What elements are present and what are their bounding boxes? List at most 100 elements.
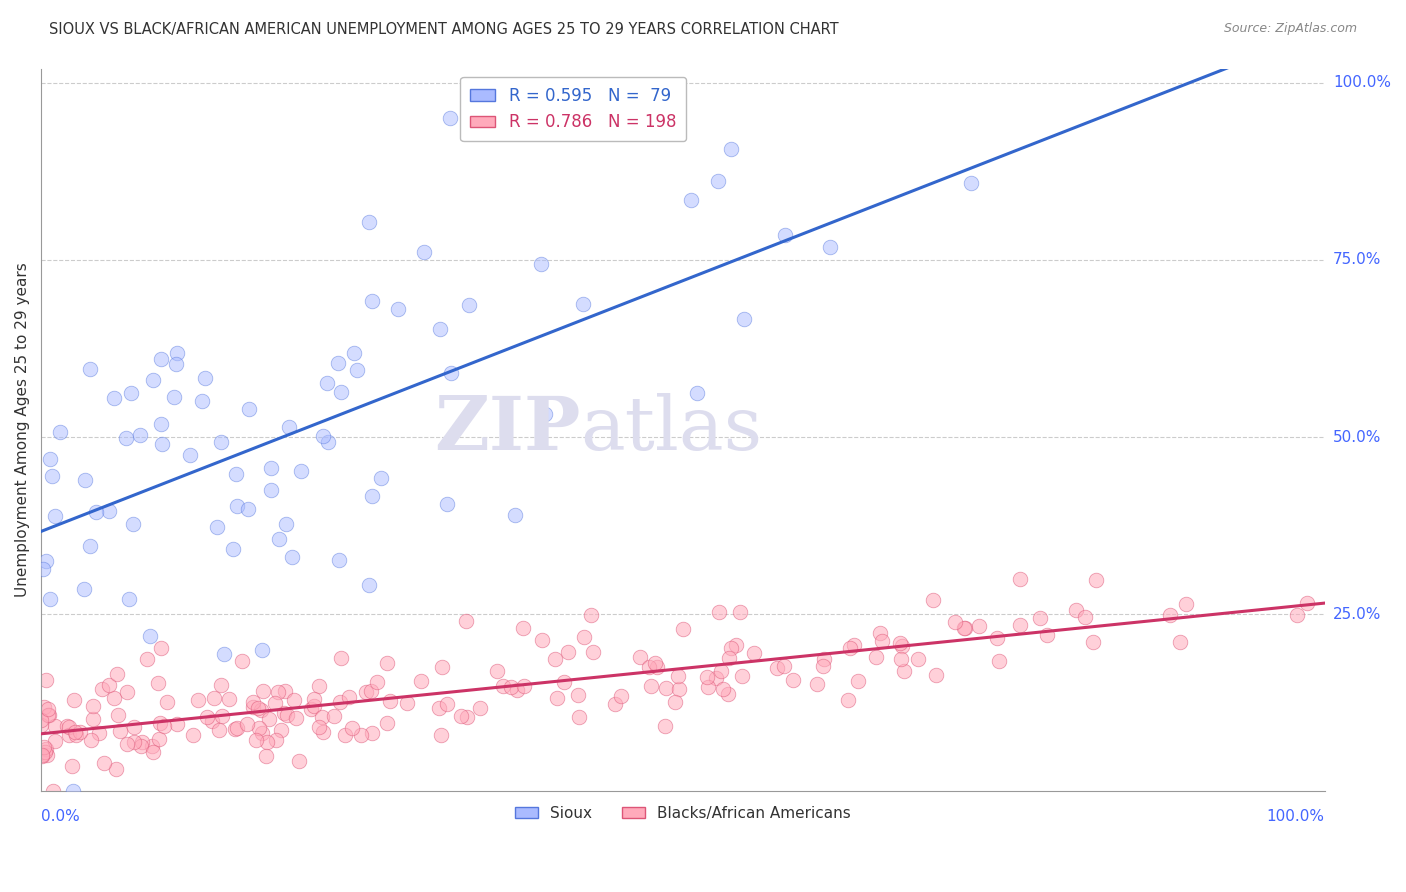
Point (1029, 611, 1052, 625)
Point (436, 697, 458, 711)
Point (890, 639, 912, 653)
Point (259, 712, 281, 726)
Point (411, 673, 433, 688)
Point (731, 669, 754, 683)
Point (93, 756, 115, 771)
Point (308, 720, 330, 734)
Point (65, 728, 87, 742)
Point (323, 709, 346, 723)
Point (316, 376, 339, 390)
Point (290, 464, 312, 478)
Point (360, 683, 382, 698)
Text: ZIP: ZIP (434, 393, 581, 467)
Point (311, 709, 333, 723)
Point (865, 649, 887, 664)
Point (38, 592, 60, 607)
Point (1036, 628, 1059, 642)
Point (245, 733, 267, 747)
Point (179, 448, 201, 462)
Text: 50.0%: 50.0% (1333, 430, 1381, 444)
Point (333, 728, 356, 742)
Point (986, 631, 1008, 645)
Point (62, 784, 84, 798)
Point (806, 677, 828, 691)
Point (141, 373, 163, 387)
Point (686, 386, 709, 401)
Point (97, 504, 120, 518)
Point (122, 720, 145, 734)
Point (668, 681, 690, 696)
Point (250, 703, 273, 717)
Point (1175, 597, 1198, 611)
Point (513, 679, 536, 693)
Point (252, 642, 274, 657)
Point (846, 674, 869, 689)
Point (907, 652, 929, 666)
Point (1081, 635, 1104, 649)
Point (655, 681, 678, 695)
Point (1084, 573, 1107, 587)
Text: SIOUX VS BLACK/AFRICAN AMERICAN UNEMPLOYMENT AMONG AGES 25 TO 29 YEARS CORRELATI: SIOUX VS BLACK/AFRICAN AMERICAN UNEMPLOY… (49, 22, 839, 37)
Point (1285, 608, 1308, 623)
Point (32, 740, 55, 755)
Point (922, 593, 945, 607)
Point (278, 420, 301, 434)
Point (375, 716, 398, 731)
Point (37, 702, 59, 716)
Point (492, 679, 515, 693)
Point (728, 605, 751, 619)
Point (837, 693, 859, 707)
Point (86, 504, 108, 518)
Point (772, 658, 794, 673)
Point (387, 301, 409, 316)
Point (312, 429, 335, 443)
Point (260, 460, 283, 475)
Point (44, 733, 66, 747)
Point (299, 702, 322, 716)
Point (276, 708, 298, 723)
Point (710, 665, 733, 679)
Point (1295, 596, 1317, 610)
Point (1168, 634, 1191, 648)
Point (63, 692, 86, 706)
Point (224, 722, 246, 736)
Point (811, 659, 834, 673)
Point (44, 718, 66, 732)
Point (121, 516, 143, 531)
Point (610, 689, 633, 703)
Point (1159, 607, 1181, 622)
Point (360, 725, 382, 739)
Point (225, 467, 247, 481)
Point (202, 691, 225, 706)
Point (209, 678, 232, 692)
Point (82, 698, 104, 713)
Point (742, 647, 765, 661)
Point (664, 696, 686, 710)
Point (361, 293, 384, 308)
Point (82, 713, 104, 727)
Point (544, 652, 567, 666)
Point (706, 174, 728, 188)
Point (326, 356, 349, 370)
Point (149, 417, 172, 431)
Point (149, 352, 172, 367)
Point (31, 749, 53, 764)
Point (328, 552, 350, 566)
Point (413, 244, 436, 259)
Point (628, 649, 651, 664)
Point (63, 725, 86, 739)
Point (56, 719, 79, 733)
Point (869, 626, 891, 640)
Point (209, 434, 232, 449)
Point (285, 711, 308, 725)
Point (207, 520, 229, 534)
Point (103, 392, 125, 406)
Point (247, 721, 270, 735)
Point (226, 722, 249, 736)
Point (717, 687, 740, 701)
Point (166, 345, 188, 359)
Y-axis label: Unemployment Among Ages 25 to 29 years: Unemployment Among Ages 25 to 29 years (15, 262, 30, 598)
Point (647, 659, 669, 673)
Point (287, 754, 309, 768)
Point (485, 665, 508, 679)
